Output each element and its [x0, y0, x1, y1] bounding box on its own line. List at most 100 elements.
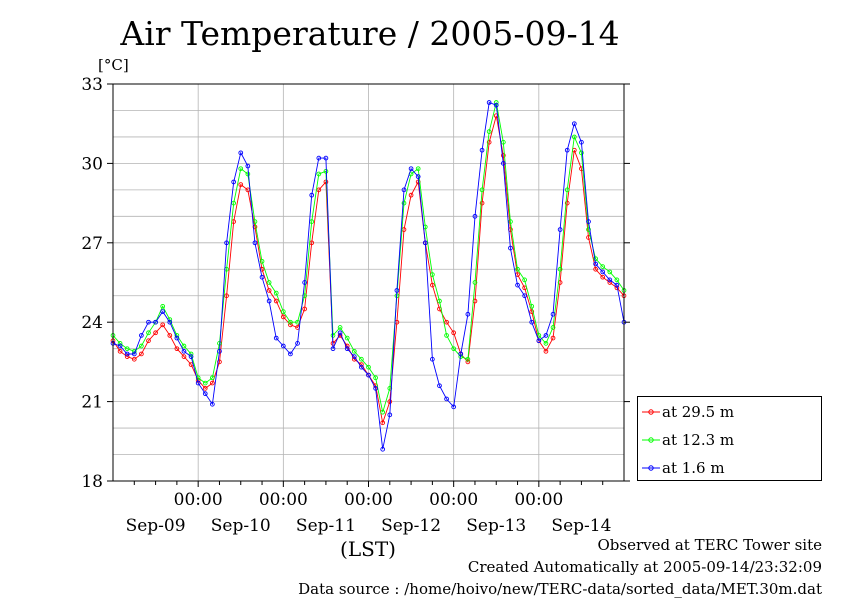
- data-point: [600, 264, 606, 269]
- data-point: [160, 303, 166, 309]
- data-point: [224, 293, 229, 299]
- data-point: [217, 348, 222, 354]
- data-point: [231, 179, 237, 185]
- legend: at 29.5 m at 12.3 m at 1.6 m: [637, 396, 822, 481]
- data-point: [422, 240, 428, 246]
- data-point: [472, 213, 478, 219]
- data-point: [394, 288, 400, 293]
- y-tick-label: 21: [81, 393, 103, 413]
- data-point: [444, 319, 449, 325]
- data-point: [359, 356, 364, 362]
- data-point: [380, 420, 386, 426]
- data-point: [380, 446, 386, 452]
- x-tick-label: 00:00: [174, 490, 223, 510]
- y-tick-label: 30: [81, 154, 103, 174]
- data-point: [280, 343, 286, 349]
- chart-title: Air Temperature / 2005-09-14: [120, 14, 620, 53]
- data-point: [181, 348, 187, 354]
- data-point: [181, 354, 187, 359]
- data-point: [430, 356, 435, 362]
- axis-ticks: 18 21 24 27 30 33 00:00 00:00 00:00 00:00 00:00 Sep…: [81, 75, 630, 536]
- legend-label: at 12.3 m: [662, 431, 735, 449]
- data-point: [259, 258, 265, 264]
- data-point: [238, 166, 244, 172]
- data-point: [607, 277, 613, 283]
- data-point: [153, 319, 158, 325]
- data-point: [131, 356, 137, 362]
- data-point: [586, 227, 591, 232]
- data-point: [458, 351, 464, 357]
- data-point: [380, 409, 386, 415]
- data-point: [557, 227, 563, 232]
- data-point: [564, 147, 570, 153]
- data-point: [486, 139, 492, 145]
- data-point: [202, 391, 208, 397]
- x-tick-label: 00:00: [344, 490, 393, 510]
- data-point: [366, 372, 371, 378]
- x-tick-label: 00:00: [429, 490, 478, 510]
- data-point: [231, 200, 237, 206]
- x-tick-label: 00:00: [514, 490, 563, 510]
- data-point: [238, 150, 244, 156]
- data-point: [139, 333, 144, 338]
- day-label: Sep-10: [211, 516, 271, 536]
- data-point: [124, 346, 130, 352]
- data-point: [273, 290, 279, 296]
- data-point: [316, 187, 322, 193]
- data-point: [202, 380, 208, 386]
- data-point: [500, 153, 506, 158]
- data-point: [124, 351, 130, 357]
- data-point: [571, 134, 577, 140]
- data-point: [167, 319, 173, 325]
- data-point: [557, 266, 563, 272]
- data-point: [373, 375, 378, 381]
- data-point: [344, 346, 350, 352]
- data-point: [366, 364, 371, 370]
- data-point: [543, 348, 549, 354]
- data-point: [515, 266, 520, 272]
- data-point: [430, 282, 435, 288]
- data-point: [330, 346, 336, 352]
- data-point: [266, 280, 272, 285]
- data-point: [444, 396, 449, 402]
- data-point: [465, 359, 471, 365]
- data-point: [437, 298, 442, 304]
- data-point: [564, 200, 570, 206]
- data-point: [259, 274, 265, 280]
- data-point: [586, 219, 591, 224]
- data-point: [401, 187, 407, 193]
- data-point: [600, 274, 606, 280]
- data-point: [550, 311, 556, 317]
- data-point: [415, 174, 421, 179]
- data-point: [174, 346, 180, 352]
- data-point: [252, 240, 258, 246]
- data-point: [550, 335, 556, 341]
- series-3: [110, 100, 627, 452]
- data-point: [543, 341, 549, 346]
- data-point: [295, 341, 300, 346]
- data-point: [493, 102, 499, 108]
- data-point: [266, 288, 272, 293]
- data-point: [500, 161, 506, 166]
- legend-item-12-3m: at 12.3 m: [638, 430, 821, 450]
- legend-label: at 29.5 m: [662, 403, 735, 421]
- data-point: [614, 277, 620, 283]
- data-point: [430, 272, 435, 277]
- data-point: [536, 338, 542, 344]
- day-label: Sep-14: [551, 516, 611, 536]
- y-tick-label: 27: [81, 234, 103, 254]
- data-point: [607, 280, 613, 285]
- data-point: [465, 311, 471, 317]
- series-line: [112, 102, 625, 413]
- data-point: [316, 155, 322, 161]
- data-point: [564, 187, 570, 193]
- data-point: [280, 309, 286, 314]
- data-point: [174, 335, 180, 341]
- y-tick-label: 18: [81, 472, 103, 492]
- legend-item-29-5m: at 29.5 m: [638, 402, 821, 422]
- data-point: [543, 333, 549, 338]
- data-point: [195, 375, 201, 381]
- data-point: [146, 338, 151, 344]
- data-point: [408, 166, 414, 172]
